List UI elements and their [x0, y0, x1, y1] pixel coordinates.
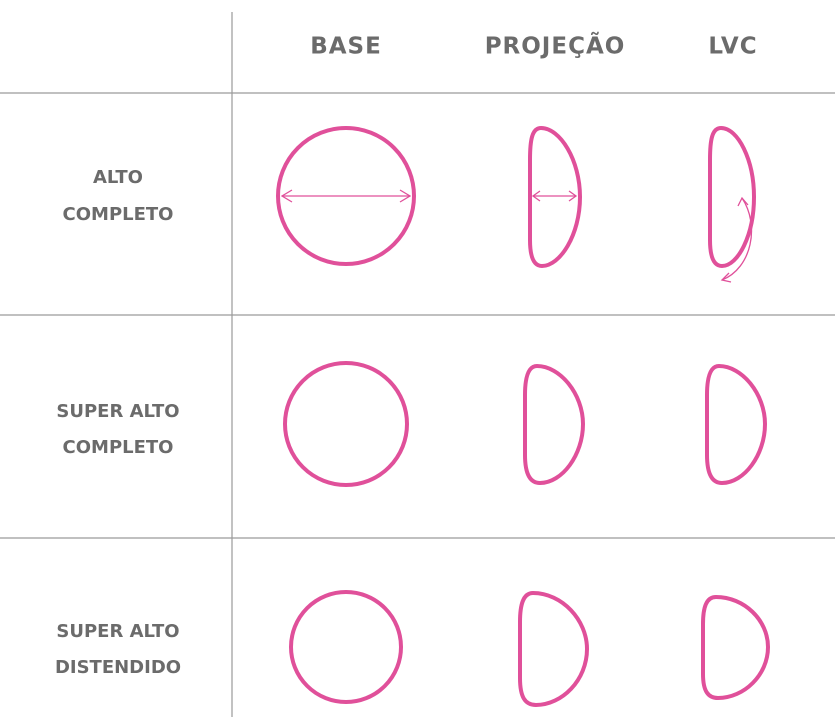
column-header: PROJEÇÃO — [485, 32, 626, 60]
column-header: LVC — [708, 34, 757, 60]
column-header: BASE — [310, 34, 382, 60]
width-arrow — [280, 189, 412, 203]
base-circle — [276, 126, 416, 266]
lvc-shape — [705, 364, 767, 485]
row-label: COMPLETO — [63, 204, 174, 225]
row-label: DISTENDIDO — [55, 657, 181, 678]
projection-shape — [518, 591, 589, 707]
base-circle — [289, 590, 403, 704]
lvc-shape — [701, 595, 770, 700]
row-label: SUPER ALTO — [56, 401, 179, 422]
row-label: ALTO — [93, 167, 143, 188]
lvc-arrow — [720, 196, 753, 283]
row-label: COMPLETO — [63, 437, 174, 458]
projection-shape — [528, 126, 582, 268]
lvc-shape — [708, 126, 756, 268]
projection-shape — [523, 364, 585, 485]
base-circle — [283, 361, 409, 487]
projection-arrow — [531, 190, 578, 202]
row-label: SUPER ALTO — [56, 621, 179, 642]
